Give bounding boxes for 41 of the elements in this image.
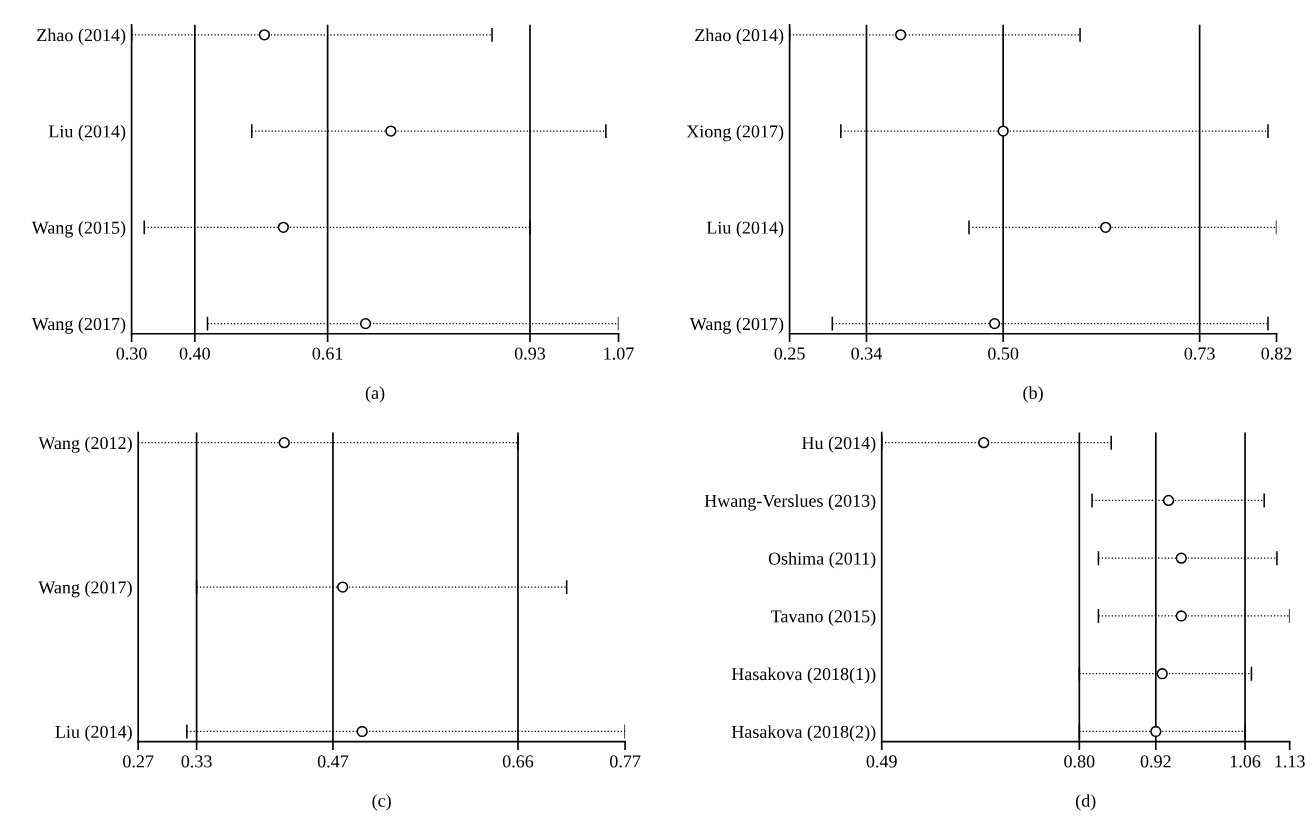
x-tick-label: 0.80 (1064, 755, 1095, 768)
x-tick-label: 0.40 (179, 347, 210, 360)
y-tick-label: Liu (2014) (706, 221, 784, 238)
x-tick-label: 0.77 (609, 755, 641, 768)
x-tick-label: 1.07 (604, 347, 634, 360)
x-tick-label: 0.50 (988, 347, 1019, 360)
y-tick-label: Wang (2015) (31, 221, 126, 238)
y-tick-label: Zhao (2014) (37, 28, 126, 45)
y-tick-label: Oshima (2011) (768, 551, 876, 569)
x-tick-label: 0.93 (514, 347, 546, 360)
x-tick-label: 0.33 (181, 755, 212, 768)
y-tick-label: Liu (2014) (55, 725, 132, 742)
y-tick-label: Wang (2017) (38, 580, 132, 598)
x-tick-label: 1.06 (1230, 755, 1261, 768)
y-tick-label: Wang (2017) (689, 317, 784, 334)
y-tick-label: Hu (2014) (801, 436, 876, 453)
x-tick-label: 0.61 (312, 347, 343, 360)
y-tick-label: Hasakova (2018(2)) (731, 725, 876, 742)
x-tick-label: 1.13 (1275, 755, 1305, 768)
y-tick-label: Xiong (2017) (686, 124, 784, 142)
x-tick-label: 0.73 (1184, 347, 1215, 360)
y-tick-label: Hasakova (2018(1)) (731, 667, 876, 684)
x-tick-label: 0.30 (116, 347, 147, 360)
annotation: (c) (372, 794, 391, 811)
y-tick-label: Hwang-Verslues (2013) (704, 494, 876, 511)
x-tick-label: 0.34 (851, 347, 882, 360)
y-tick-label: Wang (2017) (31, 317, 126, 334)
y-tick-label: Wang (2012) (38, 436, 132, 453)
x-tick-label: 0.92 (1140, 755, 1171, 768)
x-tick-label: 0.27 (123, 755, 154, 768)
y-tick-label: Liu (2014) (48, 124, 126, 142)
x-tick-label: 0.66 (502, 755, 534, 768)
x-tick-label: 0.82 (1261, 347, 1292, 360)
x-tick-label: 0.25 (774, 347, 805, 360)
y-tick-label: Tavano (2015) (770, 609, 876, 627)
x-tick-label: 0.47 (317, 755, 349, 768)
text: (b) (1023, 386, 1043, 403)
x-tick-label: 0.49 (866, 755, 897, 768)
y-tick-label: Zhao (2014) (695, 28, 784, 45)
text: (a) (365, 386, 385, 403)
text: (d) (1075, 794, 1096, 811)
